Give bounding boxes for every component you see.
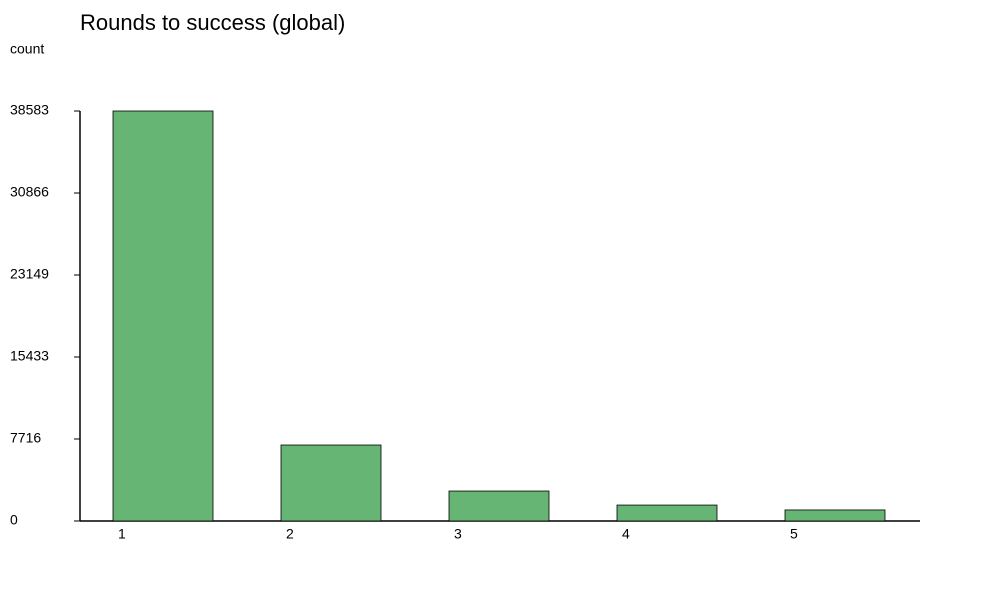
- x-tick-label: 3: [454, 526, 462, 542]
- bar: [112, 110, 214, 522]
- bar: [448, 490, 550, 522]
- y-tick-label: 7716: [10, 430, 41, 446]
- bar: [616, 504, 718, 522]
- bar: [280, 444, 382, 522]
- bar: [784, 509, 886, 522]
- y-tick-label: 38583: [10, 102, 49, 118]
- x-tick-label: 1: [118, 526, 126, 542]
- y-tick-label: 23149: [10, 266, 49, 282]
- y-tick-label: 30866: [10, 184, 49, 200]
- y-tick-label: 0: [10, 512, 18, 528]
- y-axis-label: count: [10, 41, 44, 57]
- x-tick-label: 2: [286, 526, 294, 542]
- chart-title: Rounds to success (global): [80, 10, 345, 35]
- x-tick-label: 4: [622, 526, 630, 542]
- x-tick-label: 5: [790, 526, 798, 542]
- y-tick-label: 15433: [10, 348, 49, 364]
